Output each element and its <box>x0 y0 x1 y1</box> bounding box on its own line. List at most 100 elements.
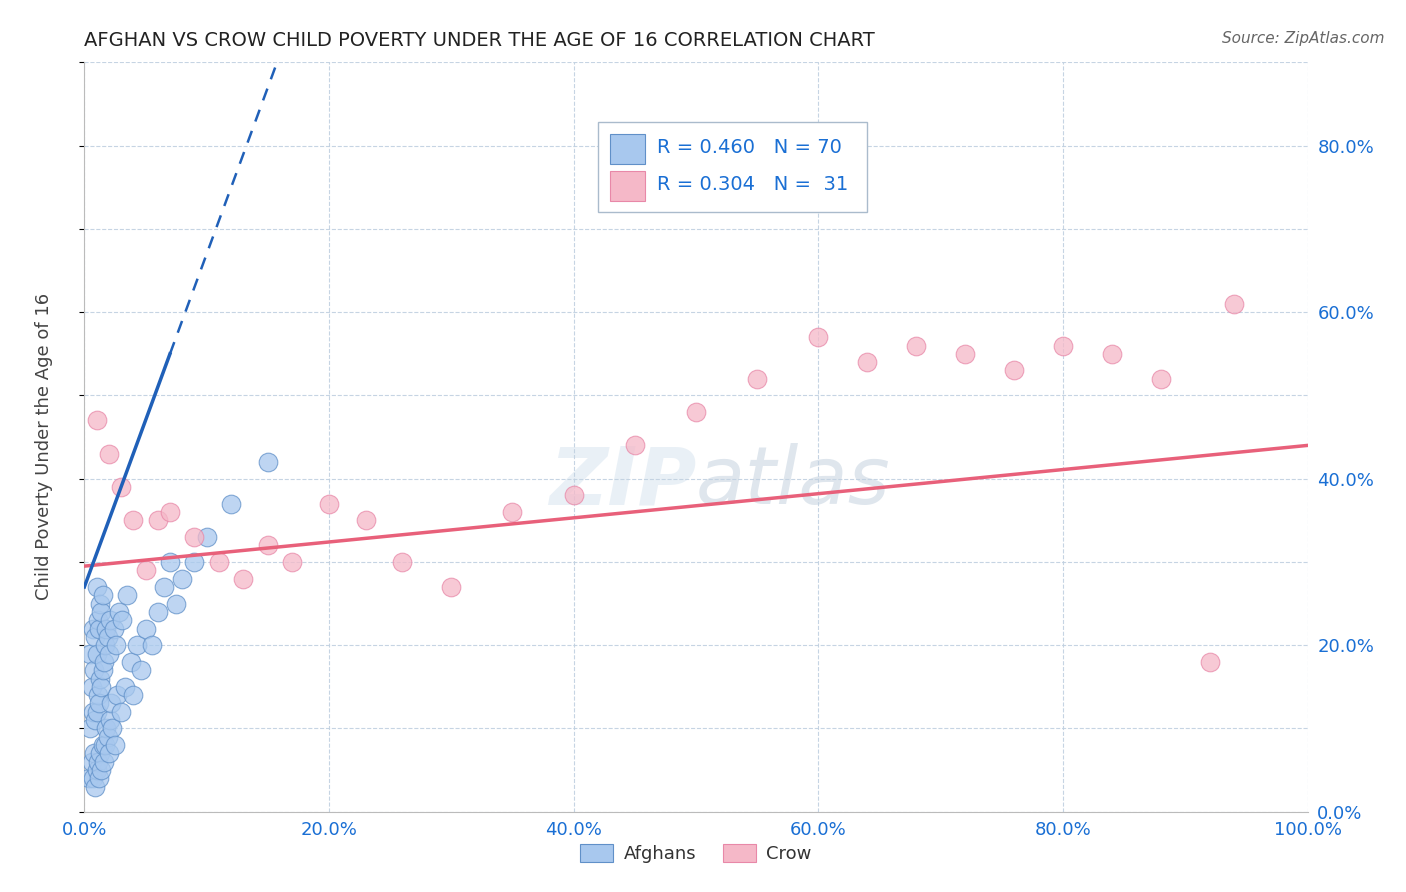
Point <box>87 697 110 711</box>
Point <box>90 763 112 777</box>
Point <box>96 722 118 736</box>
Point <box>90 680 112 694</box>
Point <box>159 505 181 519</box>
Point <box>318 497 340 511</box>
Point <box>440 580 463 594</box>
Point <box>120 655 142 669</box>
Point <box>79 647 101 661</box>
Text: Source: ZipAtlas.com: Source: ZipAtlas.com <box>1222 31 1385 46</box>
Point <box>97 747 120 761</box>
Point <box>94 638 117 652</box>
Point <box>84 780 107 794</box>
Point <box>146 513 169 527</box>
Point <box>122 513 145 527</box>
Point <box>125 638 148 652</box>
Point <box>82 622 104 636</box>
Point <box>562 488 585 502</box>
Point <box>86 647 108 661</box>
Point <box>89 747 111 761</box>
Point <box>135 563 157 577</box>
Point <box>80 755 103 769</box>
Point <box>97 447 120 461</box>
Point <box>856 355 879 369</box>
Point <box>1101 347 1123 361</box>
Text: ZIP: ZIP <box>548 443 696 521</box>
FancyBboxPatch shape <box>610 171 644 201</box>
Point <box>165 597 187 611</box>
Point <box>685 405 707 419</box>
Point <box>807 330 830 344</box>
Point <box>86 580 108 594</box>
Point <box>91 588 114 602</box>
Point <box>624 438 647 452</box>
Point <box>82 705 104 719</box>
Point <box>146 605 169 619</box>
Point <box>103 622 125 636</box>
Point <box>87 755 110 769</box>
Point <box>1198 655 1220 669</box>
Point <box>110 480 132 494</box>
Point <box>115 588 138 602</box>
Point <box>159 555 181 569</box>
Point <box>391 555 413 569</box>
Text: atlas: atlas <box>696 443 891 521</box>
Point <box>96 622 118 636</box>
Point <box>90 605 112 619</box>
Point <box>111 613 134 627</box>
Point <box>101 722 124 736</box>
Point <box>354 513 377 527</box>
Point <box>104 738 127 752</box>
Point <box>905 338 928 352</box>
Point <box>257 455 280 469</box>
Point <box>87 772 110 786</box>
Point <box>141 638 163 652</box>
Point <box>98 613 121 627</box>
Point <box>98 713 121 727</box>
Point <box>208 555 231 569</box>
Point <box>183 555 205 569</box>
Text: Child Poverty Under the Age of 16: Child Poverty Under the Age of 16 <box>35 293 53 599</box>
Point <box>1150 372 1173 386</box>
Point <box>86 413 108 427</box>
Point <box>83 747 105 761</box>
Point <box>1223 297 1246 311</box>
Point <box>93 655 115 669</box>
Point <box>153 580 176 594</box>
Point <box>183 530 205 544</box>
Point <box>77 772 100 786</box>
Legend: Afghans, Crow: Afghans, Crow <box>572 837 820 870</box>
Point <box>1052 338 1074 352</box>
Point <box>953 347 976 361</box>
Point <box>105 688 128 702</box>
Point <box>83 663 105 677</box>
Point <box>87 622 110 636</box>
Point <box>86 705 108 719</box>
Point <box>97 630 120 644</box>
Point <box>89 597 111 611</box>
Point <box>94 738 117 752</box>
Point <box>87 613 110 627</box>
Point <box>1002 363 1025 377</box>
Point <box>502 505 524 519</box>
Point <box>122 688 145 702</box>
Point <box>89 672 111 686</box>
Point <box>87 688 110 702</box>
Text: R = 0.304   N =  31: R = 0.304 N = 31 <box>657 175 848 194</box>
Point <box>79 722 101 736</box>
Point <box>281 555 304 569</box>
Point <box>82 772 104 786</box>
Point <box>84 630 107 644</box>
Point <box>84 713 107 727</box>
Point <box>747 372 769 386</box>
Point <box>107 605 129 619</box>
Point <box>257 538 280 552</box>
Point <box>172 572 194 586</box>
Point <box>105 638 128 652</box>
Point <box>100 697 122 711</box>
Point <box>110 705 132 719</box>
Point <box>232 572 254 586</box>
Point <box>135 622 157 636</box>
Point <box>91 663 114 677</box>
Point <box>93 755 115 769</box>
Point <box>86 763 108 777</box>
